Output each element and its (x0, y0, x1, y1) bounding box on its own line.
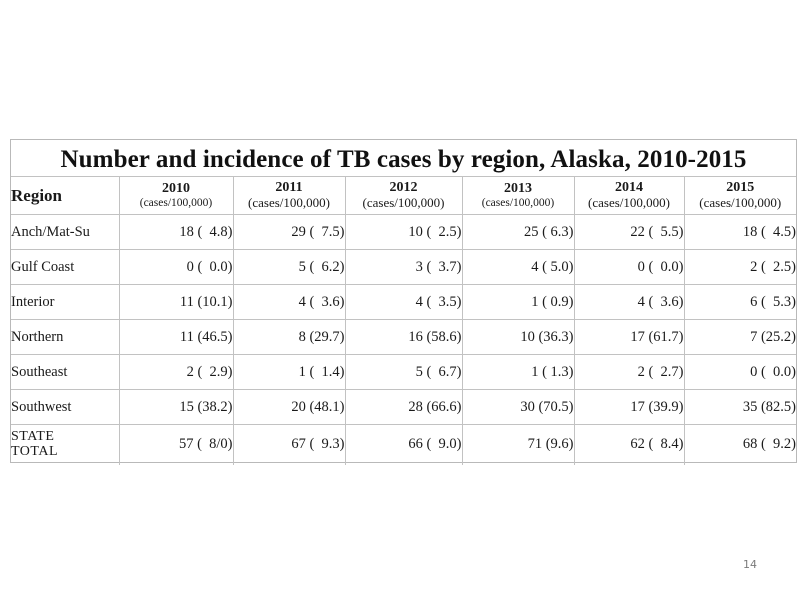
year-label: 2013 (504, 181, 532, 197)
year-unit: (cases/100,000) (699, 195, 782, 211)
table-cell: 30 (70.5) (461, 389, 575, 425)
year-unit: (cases/100,000) (248, 195, 330, 211)
table-cell: 16 (58.6) (344, 319, 463, 355)
total-cell: 62 ( 8.4) (573, 424, 685, 465)
table-cell: 1 ( 1.3) (461, 354, 575, 390)
table-cell: 1 ( 0.9) (461, 284, 575, 320)
table-cell: 6 ( 5.3) (683, 284, 796, 320)
region-column-header: Region (11, 176, 120, 215)
table-cell: 0 ( 0.0) (683, 354, 796, 390)
total-cell: 68 ( 9.2) (683, 424, 796, 465)
table-cell: 35 (82.5) (683, 389, 796, 425)
year-unit: (cases/100,000) (362, 195, 445, 211)
table-cell: 7 (25.2) (683, 319, 796, 355)
total-label-line2: TOTAL (11, 443, 59, 459)
table-cell: 1 ( 1.4) (232, 354, 346, 390)
region-name: Southeast (11, 354, 120, 390)
year-header-2013: 2013 (cases/100,000) (461, 176, 575, 215)
header-row: Region 2010 (cases/100,000) 2011 (cases/… (11, 176, 796, 215)
table-cell: 17 (61.7) (573, 319, 685, 355)
table-cell: 10 (36.3) (461, 319, 575, 355)
region-name: Anch/Mat-Su (11, 214, 120, 250)
state-total-label: STATE TOTAL (11, 424, 120, 465)
table-cell: 28 (66.6) (344, 389, 463, 425)
tb-cases-table: Region 2010 (cases/100,000) 2011 (cases/… (11, 176, 796, 465)
table-cell: 5 ( 6.7) (344, 354, 463, 390)
year-header-2010: 2010 (cases/100,000) (118, 176, 234, 215)
table-cell: 4 ( 3.5) (344, 284, 463, 320)
page-number: 14 (743, 558, 757, 571)
total-cell: 67 ( 9.3) (232, 424, 346, 465)
table-cell: 0 ( 0.0) (573, 249, 685, 285)
region-name: Gulf Coast (11, 249, 120, 285)
year-header-2014: 2014 (cases/100,000) (573, 176, 685, 215)
tb-table-image: Number and incidence of TB cases by regi… (10, 139, 797, 465)
table-cell: 20 (48.1) (232, 389, 346, 425)
table-cell: 4 ( 3.6) (573, 284, 685, 320)
region-name: Northern (11, 319, 120, 355)
year-header-2012: 2012 (cases/100,000) (344, 176, 463, 215)
year-header-2011: 2011 (cases/100,000) (232, 176, 346, 215)
table-cell: 25 ( 6.3) (461, 214, 575, 250)
table-row: Anch/Mat-Su 18 ( 4.8) 29 ( 7.5) 10 ( 2.5… (11, 214, 796, 250)
table-cell: 15 (38.2) (118, 389, 234, 425)
table-row: Gulf Coast 0 ( 0.0) 5 ( 6.2) 3 ( 3.7) 4 … (11, 249, 796, 285)
year-label: 2010 (162, 181, 190, 197)
table-cell: 29 ( 7.5) (232, 214, 346, 250)
year-header-2015: 2015 (cases/100,000) (683, 176, 796, 215)
year-unit: (cases/100,000) (481, 196, 555, 209)
total-cell: 71 (9.6) (461, 424, 575, 465)
year-unit: (cases/100,000) (139, 196, 213, 209)
table-cell: 5 ( 6.2) (232, 249, 346, 285)
year-label: 2015 (726, 180, 755, 196)
table-cell: 2 ( 2.5) (683, 249, 796, 285)
total-label-line1: STATE (11, 429, 55, 445)
year-label: 2014 (615, 180, 643, 196)
table-cell: 4 ( 3.6) (232, 284, 346, 320)
table-cell: 0 ( 0.0) (118, 249, 234, 285)
table-cell: 8 (29.7) (232, 319, 346, 355)
table-cell: 2 ( 2.7) (573, 354, 685, 390)
table-cell: 10 ( 2.5) (344, 214, 463, 250)
year-unit: (cases/100,000) (588, 195, 670, 211)
total-row: STATE TOTAL 57 ( 8/0) 67 ( 9.3) 66 ( 9.0… (11, 424, 796, 465)
table-cell: 4 ( 5.0) (461, 249, 575, 285)
region-name: Southwest (11, 389, 120, 425)
table-cell: 22 ( 5.5) (573, 214, 685, 250)
table-cell: 11 (10.1) (118, 284, 234, 320)
table-row: Interior 11 (10.1) 4 ( 3.6) 4 ( 3.5) 1 (… (11, 284, 796, 320)
table-cell: 18 ( 4.5) (683, 214, 796, 250)
total-cell: 66 ( 9.0) (344, 424, 463, 465)
table-row: Southeast 2 ( 2.9) 1 ( 1.4) 5 ( 6.7) 1 (… (11, 354, 796, 390)
table-title: Number and incidence of TB cases by regi… (60, 146, 747, 173)
year-label: 2012 (389, 180, 418, 196)
region-name: Interior (11, 284, 120, 320)
total-cell: 57 ( 8/0) (118, 424, 234, 465)
year-label: 2011 (275, 180, 303, 196)
table-cell: 18 ( 4.8) (118, 214, 234, 250)
table-cell: 2 ( 2.9) (118, 354, 234, 390)
table-cell: 17 (39.9) (573, 389, 685, 425)
table-cell: 11 (46.5) (118, 319, 234, 355)
table-cell: 3 ( 3.7) (344, 249, 463, 285)
table-row: Northern 11 (46.5) 8 (29.7) 16 (58.6) 10… (11, 319, 796, 355)
table-row: Southwest 15 (38.2) 20 (48.1) 28 (66.6) … (11, 389, 796, 425)
